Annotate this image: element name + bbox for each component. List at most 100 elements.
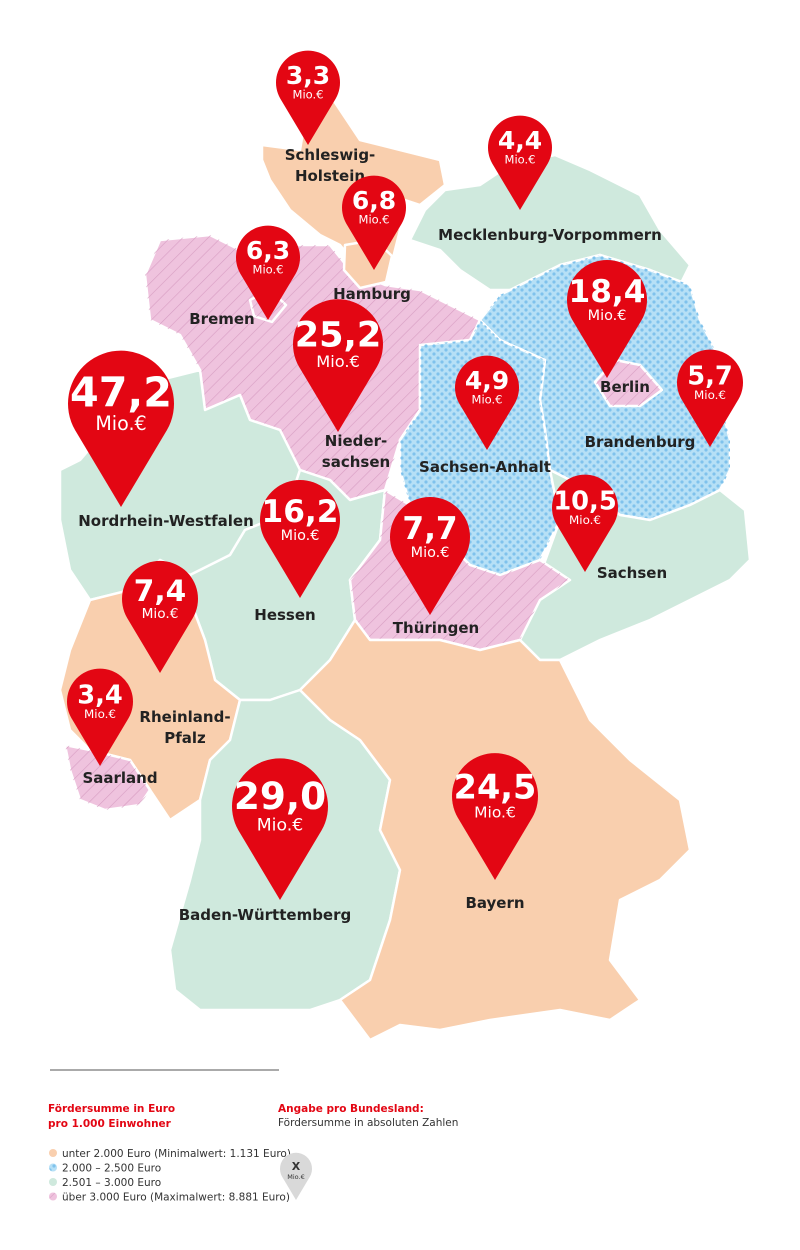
state-label: Holstein	[295, 167, 365, 185]
pin-shape	[232, 758, 328, 900]
state-label: Berlin	[600, 378, 650, 396]
pin-value: 18,4	[569, 274, 646, 310]
note-title: Angabe pro Bundesland:	[278, 1103, 424, 1115]
pin-value: 6,8	[352, 186, 396, 215]
pin-shape	[390, 496, 470, 615]
pin-shape	[67, 668, 133, 766]
pin-unit: Mio.€	[588, 308, 627, 324]
pin-shape	[236, 225, 300, 320]
pin-unit: Mio.€	[359, 213, 390, 227]
pin-value: 47,2	[70, 368, 172, 416]
legend: Fördersumme in Euro pro 1.000 Einwohner un…	[48, 1103, 458, 1204]
pin-shape	[342, 175, 406, 270]
legend-swatch	[49, 1149, 57, 1157]
legend-pin-symbol: X	[292, 1160, 301, 1173]
state-label: Bremen	[189, 310, 255, 328]
pin-value: 10,5	[553, 486, 616, 516]
pin-shape	[552, 474, 618, 572]
pin-shape	[122, 560, 198, 673]
state-label: Pfalz	[164, 729, 206, 747]
pin-value: 7,4	[134, 574, 186, 608]
pin-value: 5,7	[687, 361, 733, 391]
pin-shape	[452, 753, 538, 880]
pin-unit: Mio.€	[84, 707, 116, 721]
legend-title: Fördersumme in Euro	[48, 1103, 175, 1115]
state-label: Hessen	[254, 606, 315, 624]
legend-label: über 3.000 Euro (Maximalwert: 8.881 Euro…	[62, 1192, 290, 1204]
pin-unit: Mio.€	[257, 815, 303, 835]
legend-label: 2.501 – 3.000 Euro	[62, 1177, 161, 1189]
state-label: Bayern	[465, 894, 524, 912]
pin-value: 7,7	[402, 511, 457, 547]
state-pattern	[595, 360, 662, 406]
state-label: Rheinland-	[139, 708, 230, 726]
state-label: Thüringen	[393, 619, 479, 637]
pin-unit: Mio.€	[411, 545, 450, 561]
state-label: sachsen	[322, 453, 390, 471]
state-label: Hamburg	[333, 285, 411, 303]
state-label: Nordrhein-Westfalen	[78, 512, 254, 530]
legend-label: unter 2.000 Euro (Minimalwert: 1.131 Eur…	[62, 1148, 291, 1160]
state-label: Brandenburg	[585, 433, 696, 451]
state-label: Mecklenburg-Vorpommern	[438, 226, 662, 244]
pin-shape	[567, 259, 647, 378]
pin-unit: Mio.€	[253, 263, 284, 277]
pin-shape	[260, 479, 340, 598]
state-label: Baden-Württemberg	[179, 906, 352, 924]
pin-value: 29,0	[234, 774, 326, 818]
pin-value: 24,5	[454, 767, 537, 806]
legend-pin-unit: Mio.€	[287, 1173, 304, 1181]
pin-shape	[293, 299, 383, 432]
pin-shape	[68, 350, 174, 507]
pins: 3,3Mio.€4,4Mio.€6,8Mio.€6,3Mio.€25,2Mio.…	[67, 50, 743, 900]
pin-shape	[276, 50, 340, 145]
pin-unit: Mio.€	[142, 606, 179, 622]
pin-shape	[455, 355, 519, 450]
legend-label: 2.000 – 2.500 Euro	[62, 1163, 161, 1175]
state-label: Sachsen-Anhalt	[419, 458, 551, 476]
pin-value: 6,3	[246, 236, 290, 265]
state-labels: Schleswig- Holstein Mecklenburg-Vorpommern…	[78, 146, 695, 924]
pin-value: 3,4	[77, 680, 123, 710]
state-label: Nieder-	[325, 432, 387, 450]
state-label: Schleswig-	[285, 146, 376, 164]
legend-swatch	[49, 1178, 57, 1186]
state-label: Saarland	[82, 769, 157, 787]
legend-title: pro 1.000 Einwohner	[48, 1118, 172, 1130]
pin-value: 3,3	[286, 61, 330, 90]
pin-unit: Mio.€	[293, 88, 324, 102]
legend-swatch-pattern	[49, 1163, 57, 1172]
pin-value: 4,9	[465, 366, 509, 395]
pin-value: 25,2	[295, 315, 382, 356]
pin-unit: Mio.€	[569, 513, 601, 527]
pin-unit: Mio.€	[281, 528, 320, 544]
pin-unit: Mio.€	[505, 153, 536, 167]
pin-shape	[677, 349, 743, 447]
pin-unit: Mio.€	[316, 352, 360, 371]
state-label: Sachsen	[597, 564, 667, 582]
pin-unit: Mio.€	[95, 412, 146, 435]
legend-swatch-pattern	[49, 1192, 57, 1201]
note-text: Fördersumme in absoluten Zahlen	[278, 1117, 458, 1129]
pin-unit: Mio.€	[472, 393, 503, 407]
pin-unit: Mio.€	[694, 388, 726, 402]
pin-value: 4,4	[498, 126, 542, 155]
